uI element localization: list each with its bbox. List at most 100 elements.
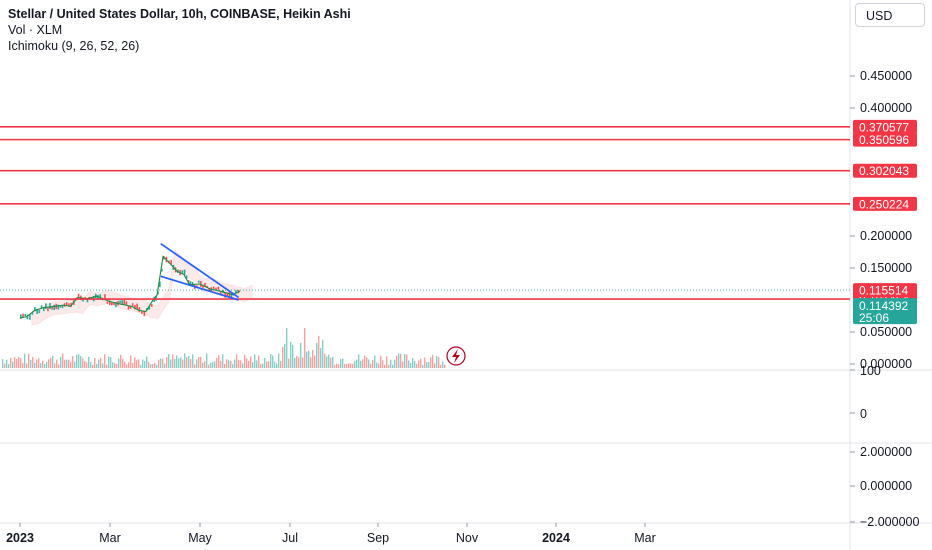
legend-ichimoku[interactable]: Ichimoku (9, 26, 52, 26) [8, 39, 140, 53]
volume-bar [60, 356, 62, 368]
level-price-tag [853, 163, 917, 178]
price-tag [853, 283, 917, 298]
volume-bar [126, 364, 128, 368]
volume-bar [14, 357, 16, 368]
volume-bar [212, 362, 214, 368]
volume-bar [116, 364, 118, 368]
heikin-ashi-candle [202, 284, 204, 288]
y-tick-label: 0.400000 [860, 101, 912, 115]
volume-bar [68, 359, 70, 368]
volume-bar [226, 359, 228, 368]
volume-bar [388, 364, 390, 368]
volume-bar [424, 357, 426, 368]
volume-bar [412, 358, 414, 368]
volume-bar [384, 364, 386, 368]
volume-bar [346, 364, 348, 368]
volume-bar [18, 356, 20, 368]
heikin-ashi-candle [181, 270, 184, 275]
volume-bar [426, 362, 428, 368]
volume-bar [364, 355, 366, 368]
heikin-ashi-candle [51, 306, 53, 310]
volume-bar [414, 360, 416, 368]
volume-bar [290, 342, 292, 368]
volume-bar [86, 362, 88, 368]
volume-bar [4, 363, 6, 368]
heikin-ashi-candle [38, 310, 41, 314]
heikin-ashi-candle [136, 303, 138, 310]
volume-bar [196, 359, 198, 368]
volume-bar [308, 350, 310, 368]
x-tick-label: 2023 [6, 531, 34, 545]
volume-bar [234, 359, 236, 368]
volume-bar [258, 355, 260, 368]
heikin-ashi-candle [61, 305, 64, 309]
volume-bar [56, 359, 58, 368]
volume-bar [120, 354, 122, 368]
heikin-ashi-candle [121, 300, 123, 305]
heikin-ashi-candle [59, 305, 62, 308]
volume-bar [204, 361, 206, 368]
heikin-ashi-candle [143, 310, 146, 317]
volume-bar [84, 361, 86, 368]
volume-bar [210, 362, 212, 368]
heikin-ashi-candle [161, 268, 163, 272]
volume-bar [390, 359, 392, 368]
volume-bar [110, 357, 112, 368]
heikin-ashi-candle [20, 314, 22, 319]
level-price-tag [853, 196, 917, 211]
price-tag-label: 0.115514 [859, 284, 908, 298]
legend-volume[interactable]: Vol · XLM [8, 23, 63, 37]
volume-bar [444, 364, 446, 368]
volume-bar [430, 357, 432, 368]
heikin-ashi-candle [68, 303, 70, 306]
y-tick-label: 100 [860, 364, 881, 378]
heikin-ashi-candle [235, 290, 237, 294]
volume-bar [104, 354, 106, 368]
volume-bar [214, 361, 216, 368]
volume-bar [240, 360, 242, 368]
heikin-ashi-candle [104, 294, 106, 301]
volume-bar [238, 360, 240, 368]
legend-symbol-title[interactable]: Stellar / United States Dollar, 10h, COI… [8, 7, 351, 21]
volume-bar [90, 361, 92, 368]
heikin-ashi-candle [197, 280, 200, 283]
heikin-ashi-candle [215, 287, 217, 291]
volume-bar [138, 359, 140, 368]
volume-bar [24, 353, 26, 368]
volume-bar [220, 360, 222, 368]
volume-bar [416, 363, 418, 368]
volume-bar [396, 355, 398, 368]
heikin-ashi-candle [159, 281, 161, 288]
volume-bar [436, 356, 438, 368]
volume-bar [96, 363, 98, 368]
volume-bar [124, 361, 126, 368]
volume-bar [392, 364, 394, 368]
volume-bar [254, 354, 256, 368]
volume-bar [132, 363, 134, 368]
volume-bar [440, 364, 442, 368]
volume-bar [154, 362, 156, 368]
volume-bar [250, 356, 252, 368]
volume-bar [2, 359, 4, 368]
volume-bar [224, 363, 226, 368]
volume-bar [372, 359, 374, 368]
volume-bar [208, 364, 210, 368]
volume-bar [334, 364, 336, 368]
heikin-ashi-candle [110, 302, 113, 306]
volume-bar [358, 354, 360, 368]
heikin-ashi-candle [224, 291, 226, 298]
volume-bar [352, 363, 354, 368]
volume-bar [44, 364, 46, 368]
volume-bar [42, 360, 44, 368]
volume-bar [288, 358, 290, 368]
heikin-ashi-candle [53, 304, 55, 311]
volume-bar [140, 364, 142, 368]
volume-bar [376, 362, 378, 368]
volume-bar [404, 354, 406, 368]
currency-button[interactable]: USD [855, 3, 925, 27]
volume-bar [32, 356, 34, 368]
volume-bar [374, 355, 376, 368]
heikin-ashi-candle [219, 292, 222, 295]
